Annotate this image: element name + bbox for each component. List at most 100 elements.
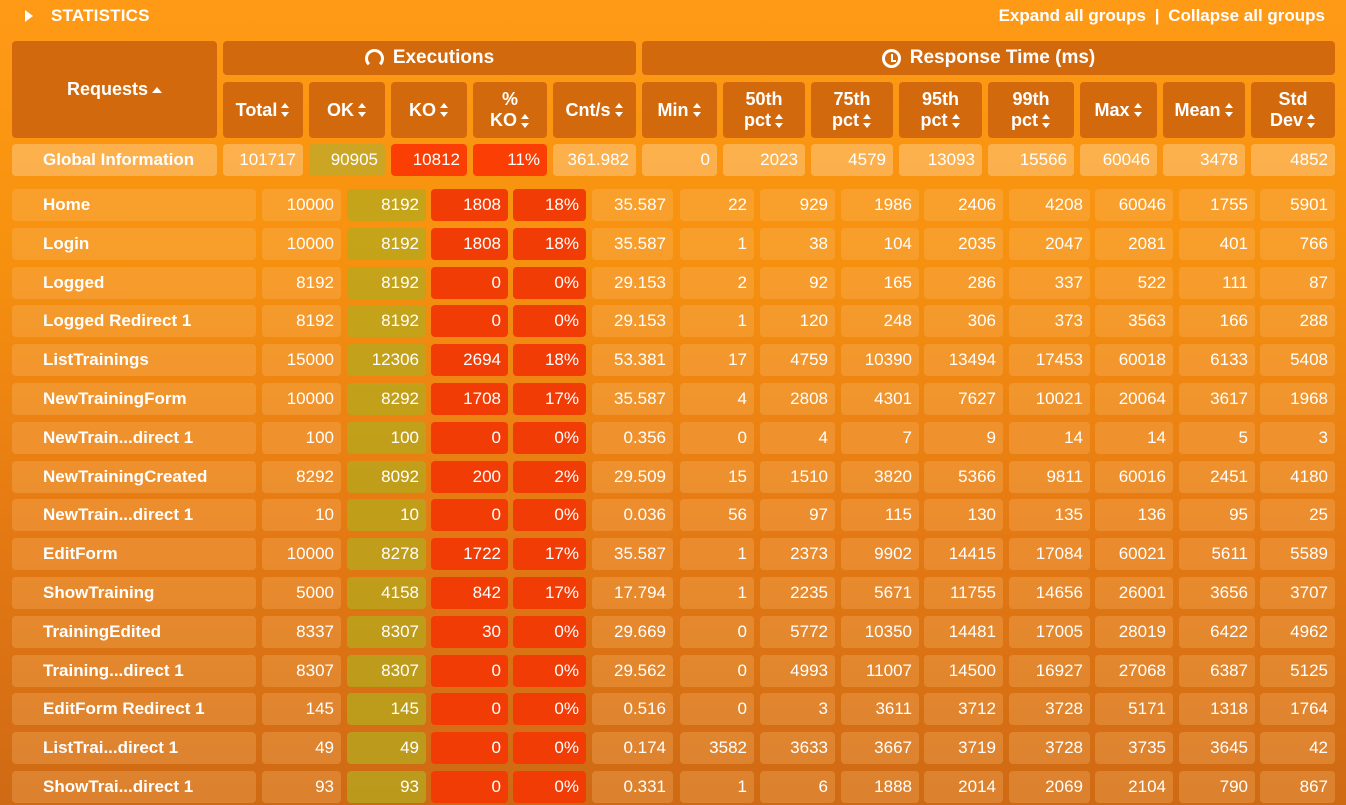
p95-cell: 2406 <box>924 189 1003 221</box>
p99-cell: 4208 <box>1009 189 1090 221</box>
column-header-p75[interactable]: 75th pct <box>811 82 893 138</box>
ok-cell: 4158 <box>347 577 426 609</box>
request-name-cell[interactable]: EditForm Redirect 1 <box>12 693 256 725</box>
collapse-all-groups-link[interactable]: Collapse all groups <box>1168 6 1325 25</box>
column-header-max[interactable]: Max <box>1080 82 1157 138</box>
column-label: KO <box>490 110 517 130</box>
std-dev-cell: 4852 <box>1251 144 1335 176</box>
column-header-total[interactable]: Total <box>223 82 303 138</box>
request-name-cell[interactable]: Training...direct 1 <box>12 655 256 687</box>
max-cell: 2104 <box>1095 771 1173 803</box>
column-header-p95[interactable]: 95th pct <box>899 82 982 138</box>
max-cell: 136 <box>1095 499 1173 531</box>
p75-cell: 4579 <box>811 144 893 176</box>
cnt-per-sec-cell: 0.174 <box>592 732 673 764</box>
max-cell: 60046 <box>1095 189 1173 221</box>
request-name-cell[interactable]: ListTrai...direct 1 <box>12 732 256 764</box>
request-name-cell[interactable]: NewTrain...direct 1 <box>12 422 256 454</box>
cnt-per-sec-cell: 29.562 <box>592 655 673 687</box>
column-label: Std <box>1278 89 1308 109</box>
request-name-cell[interactable]: EditForm <box>12 538 256 570</box>
pct-ko-cell: 0% <box>513 422 586 454</box>
cnt-per-sec-cell: 29.509 <box>592 461 673 493</box>
p75-cell: 3611 <box>841 693 919 725</box>
request-name-cell[interactable]: ListTrainings <box>12 344 256 376</box>
cnt-per-sec-cell: 17.794 <box>592 577 673 609</box>
min-cell: 1 <box>680 305 754 337</box>
column-header-min[interactable]: Min <box>642 82 717 138</box>
max-cell: 60018 <box>1095 344 1173 376</box>
p95-cell: 2035 <box>924 228 1003 260</box>
request-name-cell[interactable]: Login <box>12 228 256 260</box>
column-label: pct <box>1011 110 1038 130</box>
request-name-cell[interactable]: ShowTrai...direct 1 <box>12 771 256 803</box>
ko-cell: 1808 <box>431 189 508 221</box>
column-header-ok[interactable]: OK <box>309 82 385 138</box>
request-name-cell[interactable]: NewTrainingForm <box>12 383 256 415</box>
pct-ko-cell: 0% <box>513 499 586 531</box>
cnt-per-sec-cell: 29.153 <box>592 305 673 337</box>
column-header-pct-ko[interactable]: % KO <box>473 82 547 138</box>
min-cell: 15 <box>680 461 754 493</box>
column-header-std-dev[interactable]: Std Dev <box>1251 82 1335 138</box>
p95-cell: 306 <box>924 305 1003 337</box>
mean-cell: 3645 <box>1179 732 1255 764</box>
cnt-per-sec-cell: 53.381 <box>592 344 673 376</box>
sort-icon <box>281 103 290 117</box>
min-cell: 56 <box>680 499 754 531</box>
p75-cell: 104 <box>841 228 919 260</box>
cnt-per-sec-cell: 29.153 <box>592 267 673 299</box>
request-name-cell[interactable]: TrainingEdited <box>12 616 256 648</box>
request-name-cell[interactable]: Logged <box>12 267 256 299</box>
std-dev-cell: 1968 <box>1260 383 1335 415</box>
column-label: OK <box>327 99 354 120</box>
request-name-cell[interactable]: Logged Redirect 1 <box>12 305 256 337</box>
total-cell: 101717 <box>223 144 303 176</box>
mean-cell: 790 <box>1179 771 1255 803</box>
p99-cell: 9811 <box>1009 461 1090 493</box>
response-time-label: Response Time (ms) <box>909 47 1096 68</box>
cnt-per-sec-cell: 35.587 <box>592 383 673 415</box>
mean-cell: 1755 <box>1179 189 1255 221</box>
min-cell: 2 <box>680 267 754 299</box>
column-header-p50[interactable]: 50th pct <box>723 82 805 138</box>
ok-cell: 8192 <box>347 228 426 260</box>
p75-cell: 115 <box>841 499 919 531</box>
expand-all-groups-link[interactable]: Expand all groups <box>998 6 1146 25</box>
std-dev-cell: 5408 <box>1260 344 1335 376</box>
mean-cell: 111 <box>1179 267 1255 299</box>
column-label: 99th <box>1012 89 1050 109</box>
p50-cell: 3633 <box>760 732 835 764</box>
request-name-cell[interactable]: ShowTraining <box>12 577 256 609</box>
max-cell: 26001 <box>1095 577 1173 609</box>
ok-cell: 8278 <box>347 538 426 570</box>
min-cell: 0 <box>680 693 754 725</box>
p75-cell: 4301 <box>841 383 919 415</box>
requests-header[interactable]: Requests <box>12 41 217 138</box>
column-header-p99[interactable]: 99th pct <box>988 82 1074 138</box>
p95-cell: 130 <box>924 499 1003 531</box>
ok-cell: 90905 <box>309 144 385 176</box>
collapse-arrow-icon[interactable] <box>25 10 33 22</box>
ko-cell: 30 <box>431 616 508 648</box>
column-header-ko[interactable]: KO <box>391 82 467 138</box>
request-name-cell[interactable]: Global Information <box>12 144 217 176</box>
column-header-cnt-per-sec[interactable]: Cnt/s <box>553 82 636 138</box>
ko-cell: 200 <box>431 461 508 493</box>
cnt-per-sec-cell: 361.982 <box>553 144 636 176</box>
column-label: Min <box>657 99 689 120</box>
request-name-cell[interactable]: NewTrainingCreated <box>12 461 256 493</box>
pct-ko-cell: 0% <box>513 732 586 764</box>
p75-cell: 248 <box>841 305 919 337</box>
p50-cell: 1510 <box>760 461 835 493</box>
std-dev-cell: 5901 <box>1260 189 1335 221</box>
column-label: pct <box>832 110 859 130</box>
p95-cell: 13494 <box>924 344 1003 376</box>
request-name-cell[interactable]: NewTrain...direct 1 <box>12 499 256 531</box>
statistics-title[interactable]: STATISTICS <box>51 6 150 25</box>
request-name-cell[interactable]: Home <box>12 189 256 221</box>
column-header-mean[interactable]: Mean <box>1163 82 1245 138</box>
mean-cell: 6422 <box>1179 616 1255 648</box>
mean-cell: 6133 <box>1179 344 1255 376</box>
total-cell: 100 <box>262 422 341 454</box>
